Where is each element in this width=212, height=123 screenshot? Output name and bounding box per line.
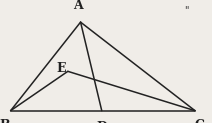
Text: E: E bbox=[57, 62, 66, 75]
Text: A: A bbox=[74, 0, 83, 12]
Text: ": " bbox=[184, 5, 189, 15]
Text: C: C bbox=[194, 119, 204, 123]
Text: D: D bbox=[96, 121, 107, 123]
Text: B: B bbox=[0, 119, 10, 123]
